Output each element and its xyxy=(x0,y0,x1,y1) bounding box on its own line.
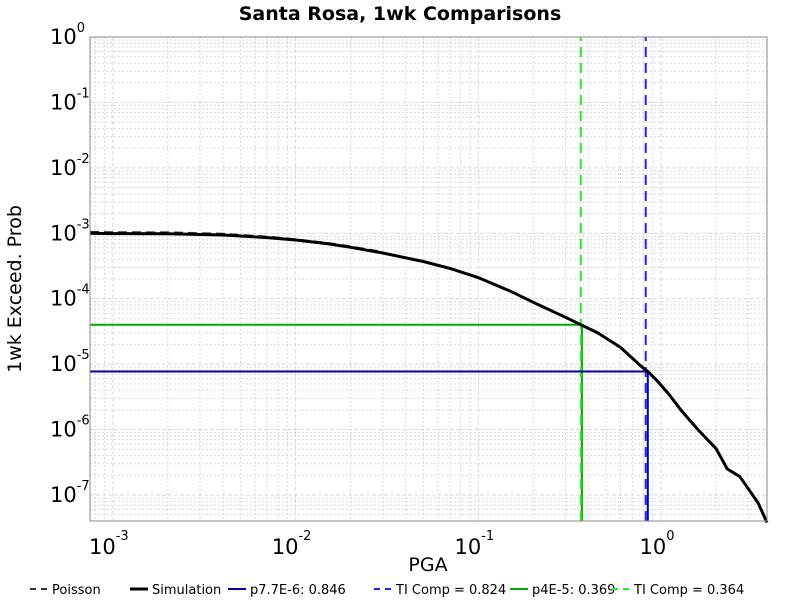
series-layer xyxy=(89,37,769,524)
x-tick-label: 100 xyxy=(640,529,675,559)
x-tick-label: 10-3 xyxy=(89,529,129,559)
y-tick-label: 100 xyxy=(50,21,85,49)
y-tick-label: 10-1 xyxy=(50,86,90,114)
y-tick-label: 10-6 xyxy=(50,414,90,442)
legend-label-simulation: Simulation xyxy=(152,583,221,598)
legend-label-ti-comp-0-364: TI Comp = 0.364 xyxy=(633,583,744,598)
legend-label-p7-7e-6-marker: p7.7E-6: 0.846 xyxy=(250,583,346,598)
legend: Poisson Simulation p7.7E-6: 0.846 TI Comp =… xyxy=(30,583,744,598)
series-line-simulation xyxy=(89,231,769,524)
x-tick-label: 10-1 xyxy=(454,529,494,559)
legend-label-p4e-5-marker: p4E-5: 0.369 xyxy=(532,583,615,598)
y-tick-label: 10-2 xyxy=(50,152,90,180)
y-axis-ticks: 100 10-1 10-2 10-3 10-4 10-5 10-6 10-7 xyxy=(50,21,90,507)
y-tick-label: 10-5 xyxy=(50,348,90,376)
chart-title: Santa Rosa, 1wk Comparisons xyxy=(239,3,562,25)
y-tick-label: 10-7 xyxy=(50,479,90,507)
legend-label-poisson: Poisson xyxy=(52,583,101,598)
y-tick-label: 10-3 xyxy=(50,217,90,245)
legend-label-ti-comp-0-824: TI Comp = 0.824 xyxy=(395,583,506,598)
plot-frame xyxy=(89,36,768,522)
grid xyxy=(90,36,767,522)
x-axis-label: PGA xyxy=(408,554,447,576)
x-tick-label: 10-2 xyxy=(272,529,312,559)
y-axis-label: 1wk Exceed. Prob xyxy=(4,205,26,373)
x-axis-ticks: 10-3 10-2 10-1 100 xyxy=(89,529,675,559)
y-tick-label: 10-4 xyxy=(50,283,90,311)
